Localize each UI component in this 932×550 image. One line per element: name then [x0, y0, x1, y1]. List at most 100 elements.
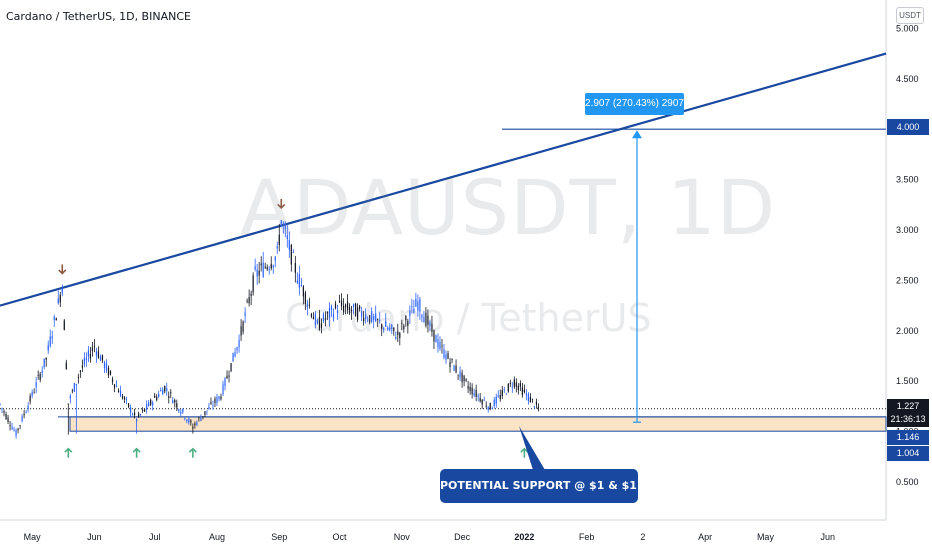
candle[interactable]	[162, 389, 164, 395]
candle[interactable]	[61, 288, 63, 294]
candle[interactable]	[371, 311, 373, 322]
candle[interactable]	[186, 419, 188, 422]
candle[interactable]	[385, 321, 387, 327]
candle[interactable]	[97, 351, 100, 358]
candle[interactable]	[230, 363, 232, 372]
candle[interactable]	[449, 361, 451, 367]
candle[interactable]	[419, 299, 421, 312]
candle[interactable]	[447, 353, 449, 359]
candle[interactable]	[27, 405, 29, 410]
candle[interactable]	[523, 389, 525, 393]
candle[interactable]	[214, 398, 216, 403]
candle[interactable]	[280, 220, 282, 226]
candle[interactable]	[246, 300, 248, 302]
candle[interactable]	[493, 399, 495, 406]
candle[interactable]	[433, 329, 435, 342]
candle[interactable]	[75, 383, 77, 386]
candle[interactable]	[107, 367, 110, 376]
candle[interactable]	[254, 266, 256, 270]
candle[interactable]	[79, 370, 81, 373]
candle[interactable]	[115, 385, 118, 387]
candle[interactable]	[236, 347, 238, 351]
candle[interactable]	[425, 312, 427, 326]
candle[interactable]	[284, 225, 286, 230]
candle[interactable]	[242, 321, 244, 332]
candle[interactable]	[3, 410, 5, 413]
candle[interactable]	[43, 358, 45, 368]
candle[interactable]	[387, 327, 389, 330]
candle[interactable]	[391, 324, 393, 329]
candle[interactable]	[123, 397, 126, 400]
candle[interactable]	[421, 315, 423, 318]
candle[interactable]	[55, 318, 57, 321]
candle[interactable]	[395, 337, 397, 339]
candle[interactable]	[71, 390, 73, 392]
candle[interactable]	[9, 425, 11, 427]
candle[interactable]	[348, 307, 351, 314]
candle[interactable]	[495, 396, 497, 404]
candle[interactable]	[144, 409, 146, 412]
candle[interactable]	[166, 388, 168, 391]
candle[interactable]	[336, 310, 339, 314]
candle[interactable]	[403, 325, 405, 330]
candle[interactable]	[397, 331, 399, 335]
candle[interactable]	[21, 416, 23, 422]
candle[interactable]	[168, 396, 170, 398]
candle[interactable]	[69, 395, 71, 399]
candle[interactable]	[503, 389, 505, 391]
support-zone[interactable]	[69, 416, 887, 432]
candle[interactable]	[35, 382, 37, 388]
candle[interactable]	[190, 420, 192, 423]
candle[interactable]	[150, 399, 152, 405]
candle[interactable]	[45, 357, 47, 360]
candle[interactable]	[304, 292, 306, 304]
candle[interactable]	[182, 408, 184, 413]
candle[interactable]	[228, 375, 230, 377]
candle[interactable]	[51, 336, 53, 339]
support-callout[interactable]: POTENTIAL SUPPORT @ $1 & $1.15	[440, 469, 656, 503]
candle[interactable]	[41, 370, 43, 373]
candle[interactable]	[517, 385, 519, 390]
candle[interactable]	[437, 339, 439, 348]
candle[interactable]	[0, 403, 1, 405]
candle[interactable]	[15, 430, 17, 436]
candle[interactable]	[292, 252, 294, 253]
candle[interactable]	[113, 384, 116, 388]
candle[interactable]	[377, 318, 379, 320]
candle[interactable]	[497, 395, 499, 397]
candle[interactable]	[453, 365, 455, 371]
candle[interactable]	[274, 256, 276, 261]
candle[interactable]	[513, 379, 515, 387]
candle[interactable]	[314, 313, 317, 325]
candle[interactable]	[156, 396, 158, 400]
candle[interactable]	[423, 317, 425, 323]
candle[interactable]	[13, 429, 15, 431]
candle[interactable]	[85, 357, 87, 361]
candle[interactable]	[95, 351, 98, 356]
candle[interactable]	[164, 385, 166, 392]
candle[interactable]	[87, 350, 90, 357]
candle[interactable]	[148, 402, 150, 407]
candle[interactable]	[194, 423, 196, 425]
candle[interactable]	[276, 246, 278, 249]
candle[interactable]	[507, 383, 509, 392]
candle[interactable]	[308, 304, 310, 306]
candle[interactable]	[23, 413, 25, 416]
candle[interactable]	[531, 398, 534, 400]
candle[interactable]	[459, 371, 461, 378]
candle[interactable]	[33, 392, 35, 394]
candle[interactable]	[252, 275, 254, 293]
candle[interactable]	[473, 393, 475, 396]
candle[interactable]	[537, 406, 540, 409]
candle[interactable]	[208, 406, 210, 410]
candle[interactable]	[152, 402, 154, 406]
candle[interactable]	[405, 316, 407, 321]
candle[interactable]	[210, 402, 212, 404]
candle[interactable]	[119, 390, 122, 397]
candle[interactable]	[489, 403, 491, 410]
candle[interactable]	[330, 306, 333, 311]
candle[interactable]	[352, 303, 355, 307]
candle[interactable]	[105, 363, 108, 371]
candle[interactable]	[483, 399, 485, 401]
candle[interactable]	[154, 395, 156, 398]
